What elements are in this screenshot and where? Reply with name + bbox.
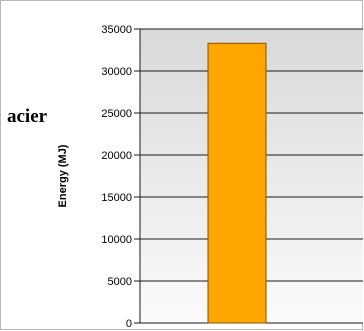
- bar: [207, 42, 267, 324]
- y-tick-label: 0: [126, 318, 132, 330]
- bars: [207, 42, 267, 324]
- material-label: acier: [7, 106, 48, 127]
- y-tick-label: 15000: [101, 192, 132, 204]
- y-tick-label: 30000: [101, 66, 132, 78]
- y-axis-label: Energy (MJ): [57, 144, 69, 207]
- y-tick-label: 10000: [101, 234, 132, 246]
- y-tick-label: 35000: [101, 24, 132, 36]
- y-tick-label: 25000: [101, 108, 132, 120]
- y-tick-label: 20000: [101, 150, 132, 162]
- y-axis: 0 5000 10000 15000 20000 25000 30000 35000: [101, 24, 141, 330]
- y-tick-label: 5000: [108, 276, 132, 288]
